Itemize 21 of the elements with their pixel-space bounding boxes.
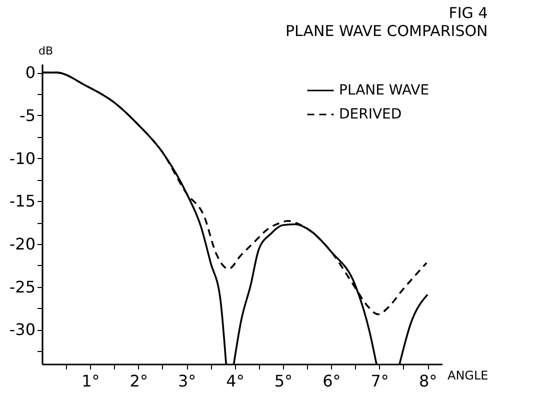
y-tick-label: -30 — [9, 320, 36, 340]
y-tick-label: -15 — [9, 192, 36, 211]
x-tick-label: 4° — [226, 372, 244, 390]
x-tick-label: 6° — [322, 372, 341, 390]
y-axis-title: dB — [38, 44, 54, 58]
x-tick-label: 2° — [130, 372, 148, 390]
x-axis-title: ANGLE — [448, 368, 488, 382]
x-tick-label: 8° — [418, 372, 438, 390]
y-tick-label: 0 — [25, 63, 36, 82]
legend-label: PLANE WAVE — [339, 82, 430, 98]
x-tick-label: 5° — [274, 372, 293, 390]
x-tick-label: 3° — [178, 372, 196, 390]
legend-label: DERIVED — [339, 106, 402, 122]
y-tick-label: -25 — [9, 277, 36, 296]
chart-subtitle: PLANE WAVE COMPARISON — [285, 22, 488, 40]
y-tick-label: -5 — [20, 106, 36, 125]
chart-title: FIG 4 — [448, 4, 488, 22]
x-tick-label: 1° — [82, 372, 100, 390]
x-tick-label: 7° — [370, 372, 389, 390]
y-tick-label: -20 — [9, 234, 36, 254]
y-tick-label: -10 — [9, 148, 36, 168]
